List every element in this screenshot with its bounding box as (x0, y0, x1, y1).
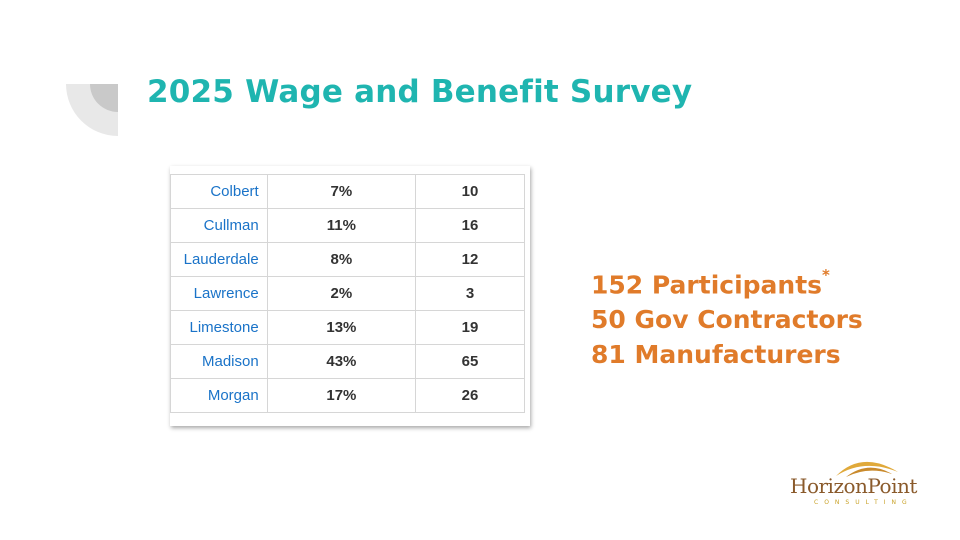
table-row: Lauderdale 8% 12 (170, 242, 525, 277)
cell-percent: 7% (266, 174, 417, 209)
cell-county: Morgan (170, 378, 268, 413)
footnote-mark: * (822, 266, 830, 284)
manufacturers-stat: 81 Manufacturers (591, 340, 841, 370)
table-row: Colbert 7% 10 (170, 174, 525, 209)
stats-block: 152 Participants* 50 Gov Contractors 81 … (591, 262, 863, 372)
cell-count: 16 (415, 208, 525, 243)
cell-count: 12 (415, 242, 525, 277)
cell-percent: 8% (266, 242, 417, 277)
table-row: Madison 43% 65 (170, 344, 525, 379)
participants-stat: 152 Participants* (591, 266, 830, 300)
cell-county: Lauderdale (170, 242, 268, 277)
cell-county: Cullman (170, 208, 268, 243)
company-logo: HorizonPoint CONSULTING (790, 452, 930, 510)
sunrise-icon (836, 461, 898, 477)
slide-title: 2025 Wage and Benefit Survey (147, 74, 693, 110)
table-row: Limestone 13% 19 (170, 310, 525, 345)
table-row: Cullman 11% 16 (170, 208, 525, 243)
table-row: Lawrence 2% 3 (170, 276, 525, 311)
corner-decoration (66, 84, 118, 136)
logo-tagline: CONSULTING (814, 499, 913, 506)
cell-county: Lawrence (170, 276, 268, 311)
cell-percent: 17% (266, 378, 417, 413)
table-row: Morgan 17% 26 (170, 378, 525, 413)
cell-count: 26 (415, 378, 525, 413)
gov-contractors-stat: 50 Gov Contractors (591, 305, 863, 335)
cell-percent: 13% (266, 310, 417, 345)
cell-count: 3 (415, 276, 525, 311)
cell-percent: 2% (266, 276, 417, 311)
cell-count: 10 (415, 174, 525, 209)
cell-county: Limestone (170, 310, 268, 345)
cell-county: Colbert (170, 174, 268, 209)
logo-wordmark: HorizonPoint (790, 474, 917, 498)
county-table-card: Colbert 7% 10 Cullman 11% 16 Lauderdale 8% 12 Law… (170, 166, 530, 426)
cell-percent: 11% (266, 208, 417, 243)
cell-count: 65 (415, 344, 525, 379)
county-table: Colbert 7% 10 Cullman 11% 16 Lauderdale 8% 12 Law… (170, 174, 525, 413)
cell-percent: 43% (266, 344, 417, 379)
cell-county: Madison (170, 344, 268, 379)
cell-count: 19 (415, 310, 525, 345)
